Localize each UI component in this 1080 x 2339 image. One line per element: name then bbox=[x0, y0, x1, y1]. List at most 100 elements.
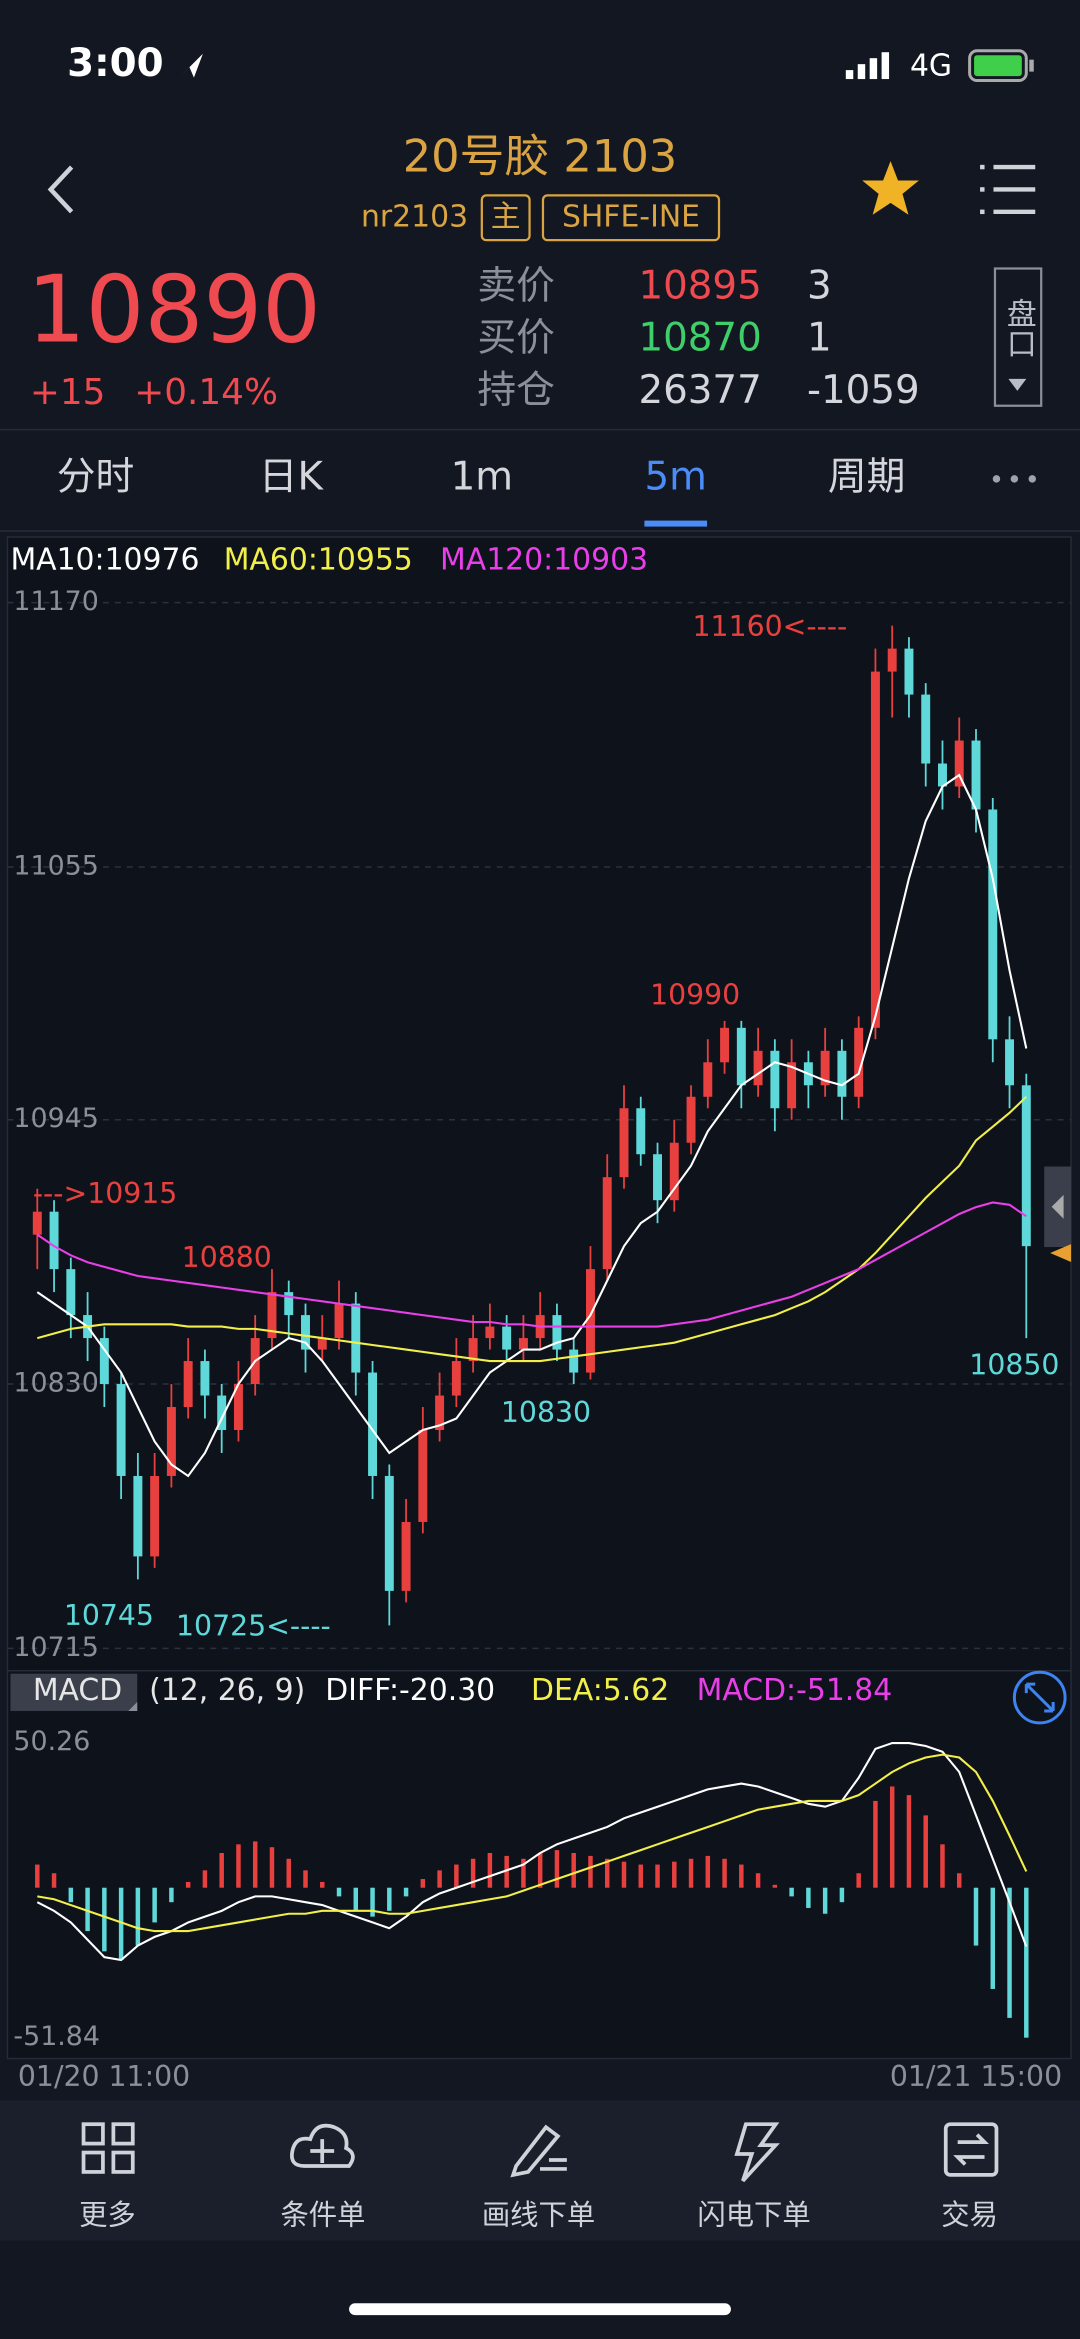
nav-item[interactable]: 条件单 bbox=[280, 2199, 365, 2232]
annotation: 10745 bbox=[64, 1599, 154, 1632]
candle-body bbox=[435, 1395, 445, 1431]
macd-bar bbox=[957, 1873, 962, 1888]
tab[interactable]: 日K bbox=[259, 454, 325, 499]
battery-tip bbox=[1029, 59, 1034, 72]
side-handle-arrow bbox=[1051, 1194, 1064, 1219]
depth-label: 盘口 bbox=[1001, 298, 1036, 358]
quote-rows: 卖价 10895 3 买价 10870 1 持仓 26377 -1059 bbox=[477, 263, 919, 412]
macd-bar bbox=[286, 1858, 291, 1888]
macd-bar bbox=[621, 1861, 627, 1888]
tab[interactable]: 5m bbox=[645, 454, 707, 499]
quote-label: 买价 bbox=[477, 316, 555, 361]
macd-bar bbox=[336, 1887, 342, 1897]
candle-body bbox=[267, 1292, 277, 1339]
macd-bar bbox=[85, 1887, 90, 1932]
candle-body bbox=[317, 1338, 327, 1350]
candle-body bbox=[703, 1062, 713, 1097]
diff-label: DIFF:-20.30 bbox=[325, 1673, 495, 1708]
ma-line bbox=[36, 773, 1028, 1478]
macd-badge bbox=[10, 1673, 138, 1711]
candle-body bbox=[217, 1395, 227, 1431]
macd-bar bbox=[990, 1887, 996, 1989]
candle-body bbox=[636, 1108, 646, 1155]
change: +15 bbox=[30, 372, 106, 413]
macd-bar bbox=[185, 1881, 191, 1888]
candle-body bbox=[334, 1303, 344, 1339]
nav-item[interactable]: 闪电下单 bbox=[697, 2199, 810, 2232]
candle-body bbox=[351, 1303, 361, 1373]
macd-bar bbox=[806, 1887, 811, 1908]
badge-box bbox=[541, 194, 721, 242]
y-tick-label: 10830 bbox=[13, 1368, 98, 1399]
macd-bar bbox=[35, 1864, 40, 1888]
candle-body bbox=[301, 1315, 310, 1350]
macd-bar bbox=[68, 1887, 74, 1903]
more-tabs[interactable] bbox=[992, 475, 1036, 483]
macd-bar bbox=[889, 1786, 895, 1888]
annotation: 10990 bbox=[650, 978, 740, 1011]
macd-badge-corner bbox=[128, 1702, 138, 1711]
diff-line bbox=[36, 1742, 1028, 1962]
macd-bar bbox=[102, 1887, 107, 1952]
macd-bar bbox=[638, 1864, 643, 1888]
battery-level bbox=[974, 55, 1022, 77]
candle-body bbox=[166, 1407, 176, 1476]
macd-bar bbox=[923, 1815, 928, 1888]
title: 20号胶 2103 bbox=[403, 130, 678, 183]
macd-bar bbox=[1007, 1887, 1012, 2018]
tab[interactable]: 1m bbox=[451, 454, 513, 499]
candle-body bbox=[233, 1384, 243, 1431]
chart-panel bbox=[6, 536, 1072, 2060]
back-button[interactable] bbox=[47, 165, 74, 214]
badge: 主 bbox=[491, 199, 521, 234]
candle-body bbox=[99, 1338, 109, 1385]
ma-legend: MA60:10955 bbox=[224, 542, 413, 577]
depth-button[interactable] bbox=[993, 267, 1043, 407]
macd-bar bbox=[118, 1887, 124, 1961]
macd-bar bbox=[353, 1887, 359, 1911]
macd-bar bbox=[320, 1881, 325, 1888]
macd-bar bbox=[588, 1855, 593, 1888]
menu-button[interactable] bbox=[980, 164, 1036, 215]
expand-button[interactable] bbox=[1012, 1670, 1067, 1725]
tab[interactable]: 周期 bbox=[828, 454, 906, 499]
macd-bar bbox=[755, 1873, 761, 1888]
last-price: 10890 bbox=[27, 256, 321, 364]
nav-item[interactable]: 更多 bbox=[79, 2199, 136, 2232]
location-icon bbox=[179, 53, 203, 78]
macd-bar bbox=[554, 1850, 560, 1888]
annotation: 10850 bbox=[969, 1348, 1059, 1381]
dea-label: DEA:5.62 bbox=[531, 1673, 669, 1708]
quote-value: 10895 bbox=[638, 263, 761, 308]
macd-bar bbox=[789, 1887, 794, 1897]
candle-body bbox=[904, 648, 914, 695]
macd-bar bbox=[152, 1887, 157, 1923]
macd-bar bbox=[839, 1887, 845, 1903]
nav-item[interactable]: 交易 bbox=[941, 2199, 998, 2232]
contract-code: nr2103 bbox=[361, 199, 468, 234]
macd-bar bbox=[51, 1873, 57, 1888]
macd-name: MACD bbox=[33, 1673, 122, 1708]
candle-body bbox=[653, 1154, 662, 1201]
candle-body bbox=[368, 1372, 378, 1476]
macd-bar bbox=[973, 1887, 979, 1946]
macd-bar bbox=[940, 1844, 945, 1888]
candle-body bbox=[720, 1027, 730, 1063]
change-percent: +0.14% bbox=[134, 372, 278, 413]
favorite-star[interactable] bbox=[862, 161, 919, 215]
plot: 11170 11055 10945 10830 10715 MA10:10976 MA60:… bbox=[7, 542, 1072, 2052]
tab[interactable]: 分时 bbox=[57, 454, 135, 499]
macd-bar bbox=[672, 1861, 677, 1888]
nav-labels: 更多 条件单 画线下单 闪电下单 交易 bbox=[79, 2199, 998, 2232]
nav-item[interactable]: 画线下单 bbox=[482, 2199, 595, 2232]
ma-legend: MA120:10903 bbox=[440, 542, 648, 577]
y-tick-label: 10945 bbox=[13, 1103, 98, 1134]
ma-legend: MA10:10976 bbox=[10, 542, 199, 577]
macd-bar bbox=[571, 1852, 576, 1888]
candle-body bbox=[669, 1142, 679, 1201]
candle-body bbox=[150, 1475, 160, 1557]
candle-body bbox=[1005, 1039, 1015, 1086]
annotation: 11160<---- bbox=[693, 610, 848, 643]
macd-bar bbox=[722, 1858, 727, 1888]
